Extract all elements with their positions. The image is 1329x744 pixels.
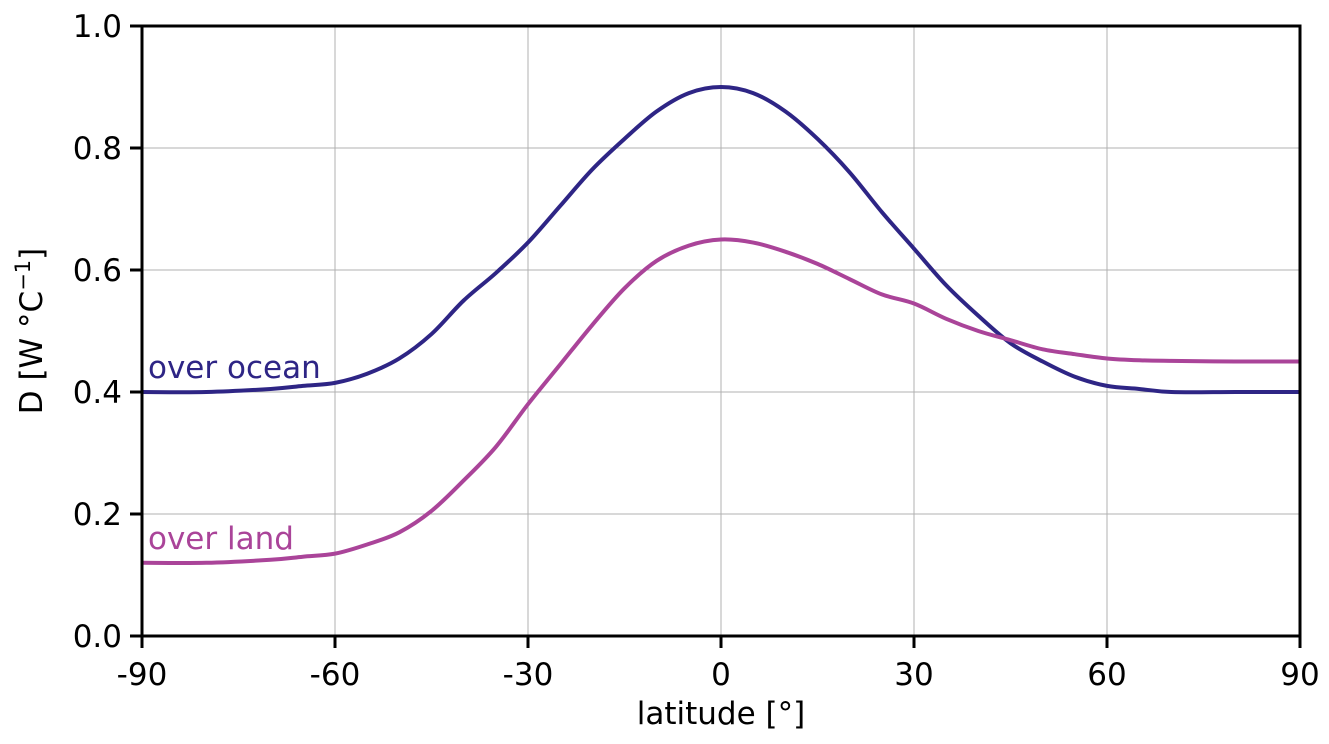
x-tick-label: -90 xyxy=(117,657,168,693)
series-line-over-land xyxy=(141,237,1301,566)
x-tick-label: 90 xyxy=(1280,657,1319,693)
axis-ticks: -90 -60 -30 0 30 60 90 0.0 0.2 0.4 0.6 0.8 1.0 xyxy=(73,9,1320,693)
grid-lines xyxy=(141,25,1301,637)
y-tick-label: 0.6 xyxy=(73,253,122,289)
y-tick-label: 0.4 xyxy=(73,375,122,411)
x-axis-title: latitude [°] xyxy=(637,696,805,732)
y-tick-label: 0.8 xyxy=(73,131,122,167)
y-axis-title-close: ] xyxy=(14,248,50,260)
x-tick-label: -30 xyxy=(503,657,554,693)
series-label-over-land: over land xyxy=(148,521,294,557)
y-tick-label: 1.0 xyxy=(73,9,122,45)
y-axis-title-main: D [W °C xyxy=(14,291,50,414)
x-tick-label: -60 xyxy=(310,657,361,693)
y-tick-label: 0.2 xyxy=(73,497,122,533)
x-tick-label: 60 xyxy=(1087,657,1126,693)
series-lines xyxy=(141,85,1301,566)
y-axis-title-exponent: −1 xyxy=(11,260,35,291)
x-tick-label: 0 xyxy=(711,657,731,693)
series-line-over-ocean xyxy=(141,85,1300,395)
series-labels: over ocean over land xyxy=(148,350,321,557)
y-axis-title: D [W °C−1] xyxy=(11,248,50,415)
x-tick-label: 30 xyxy=(894,657,933,693)
y-tick-label: 0.0 xyxy=(73,619,122,655)
series-label-over-ocean: over ocean xyxy=(148,350,321,386)
